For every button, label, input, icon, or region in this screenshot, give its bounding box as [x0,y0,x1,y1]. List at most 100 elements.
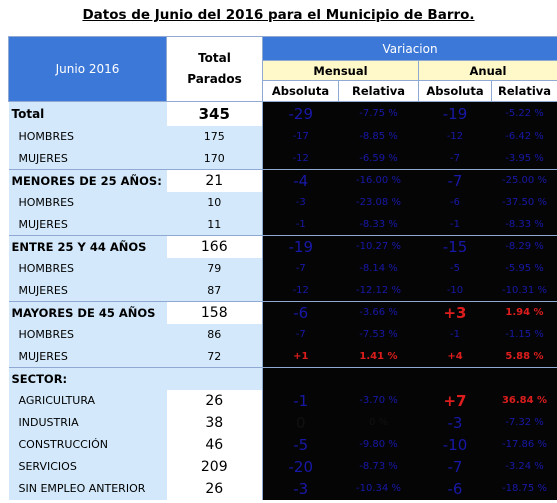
mensual-header: Mensual [262,60,419,81]
mensual-relativa: -3.66 % [338,301,419,324]
anual-relativa: -1.15 % [491,323,557,346]
anual-relativa: -17.86 % [491,433,557,456]
table-row: HOMBRES 10 -3 -23.08 % -6 -37.50 % [8,191,557,214]
anual-absoluta: -10 [418,433,492,456]
mensual-relativa: -3.70 % [338,389,419,412]
row-value: 175 [166,125,263,148]
anual-absoluta: +4 [418,345,492,368]
anual-absoluta-header: Absoluta [418,80,492,102]
anual-relativa: -10.31 % [491,279,557,302]
mensual-relativa: -8.73 % [338,455,419,478]
row-label: Total [8,101,167,126]
anual-relativa: -37.50 % [491,191,557,214]
mensual-absoluta: -3 [262,191,339,214]
mensual-absoluta: -7 [262,257,339,280]
unemployment-table: Junio 2016 Total Parados Variacion Mensu… [8,36,557,500]
mensual-absoluta: +1 [262,345,339,368]
mensual-relativa: 0 % [338,411,419,434]
mensual-absoluta: -19 [262,235,339,258]
table-row: HOMBRES 86 -7 -7.53 % -1 -1.15 % [8,323,557,346]
anual-absoluta: +3 [418,301,492,324]
anual-relativa: -18.75 % [491,477,557,500]
row-label: AGRICULTURA [8,389,167,412]
anual-relativa: -3.24 % [491,455,557,478]
mensual-relativa: -7.75 % [338,101,419,126]
anual-absoluta: -19 [418,101,492,126]
mensual-absoluta: -1 [262,389,339,412]
anual-header: Anual [417,60,557,81]
anual-absoluta: -1 [418,213,492,236]
anual-relativa: -8.33 % [491,213,557,236]
row-value: 46 [166,433,263,456]
table-row: MUJERES 72 +1 1.41 % +4 5.88 % [8,345,557,368]
row-value: 158 [166,301,263,324]
row-label: HOMBRES [8,257,167,280]
mensual-absoluta: -3 [262,477,339,500]
mensual-relativa: -10.34 % [338,477,419,500]
table-row: MUJERES 170 -12 -6.59 % -7 -3.95 % [8,147,557,170]
anual-relativa: 36.84 % [491,389,557,412]
mensual-absoluta: -20 [262,455,339,478]
anual-absoluta: -7 [418,169,492,192]
mensual-relativa: 1.41 % [338,345,419,368]
table-row: MUJERES 87 -12 -12.12 % -10 -10.31 % [8,279,557,302]
mensual-relativa: -6.59 % [338,147,419,170]
table-row: INDUSTRIA 38 0 0 % -3 -7.32 % [8,411,557,434]
mensual-relativa-header: Relativa [338,80,419,102]
table-row: ENTRE 25 Y 44 AÑOS 166 -19 -10.27 % -15 … [8,235,557,258]
anual-absoluta-empty [418,367,492,390]
mensual-relativa: -8.33 % [338,213,419,236]
row-label: MUJERES [8,345,167,368]
anual-relativa: -7.32 % [491,411,557,434]
table-row: HOMBRES 79 -7 -8.14 % -5 -5.95 % [8,257,557,280]
row-value: 345 [166,101,263,126]
row-value: 166 [166,235,263,258]
anual-relativa: -5.22 % [491,101,557,126]
row-value: 87 [166,279,263,302]
page-title: Datos de Junio del 2016 para el Municipi… [82,7,475,23]
mensual-absoluta: -4 [262,169,339,192]
mensual-absoluta: -6 [262,301,339,324]
total-parados-label: Total Parados [187,51,242,86]
row-value: 72 [166,345,263,368]
mensual-absoluta: 0 [262,411,339,434]
table-row: MUJERES 11 -1 -8.33 % -1 -8.33 % [8,213,557,236]
mensual-absoluta: -7 [262,323,339,346]
anual-relativa: 5.88 % [491,345,557,368]
mensual-absoluta: -12 [262,279,339,302]
mensual-relativa: -12.12 % [338,279,419,302]
table-row: HOMBRES 175 -17 -8.85 % -12 -6.42 % [8,125,557,148]
row-value: 170 [166,147,263,170]
anual-absoluta: -7 [418,147,492,170]
table-row: SERVICIOS 209 -20 -8.73 % -7 -3.24 % [8,455,557,478]
anual-relativa: 1.94 % [491,301,557,324]
variacion-header: Variacion [261,36,557,61]
row-label: MENORES DE 25 AÑOS: [8,169,167,192]
anual-absoluta: -15 [418,235,492,258]
table-row: AGRICULTURA 26 -1 -3.70 % +7 36.84 % [8,389,557,412]
anual-absoluta: -6 [418,477,492,500]
mensual-relativa: -23.08 % [338,191,419,214]
row-value: 26 [166,389,263,412]
mensual-absoluta-empty [262,367,339,390]
period-header: Junio 2016 [8,36,167,102]
mensual-relativa: -8.14 % [338,257,419,280]
table-row: MENORES DE 25 AÑOS: 21 -4 -16.00 % -7 -2… [8,169,557,192]
table-row: Total 345 -29 -7.75 % -19 -5.22 % [8,101,557,126]
anual-relativa-empty [491,367,557,390]
mensual-relativa: -10.27 % [338,235,419,258]
anual-absoluta: -1 [418,323,492,346]
anual-absoluta: -10 [418,279,492,302]
mensual-relativa: -7.53 % [338,323,419,346]
row-label: MUJERES [8,147,167,170]
anual-relativa: -3.95 % [491,147,557,170]
row-label: SERVICIOS [8,455,167,478]
mensual-absoluta: -5 [262,433,339,456]
row-value: 11 [166,213,263,236]
mensual-relativa: -8.85 % [338,125,419,148]
row-value: 21 [166,169,263,192]
row-label: MUJERES [8,213,167,236]
anual-relativa: -8.29 % [491,235,557,258]
mensual-absoluta: -29 [262,101,339,126]
table-row: SIN EMPLEO ANTERIOR 26 -3 -10.34 % -6 -1… [8,477,557,500]
